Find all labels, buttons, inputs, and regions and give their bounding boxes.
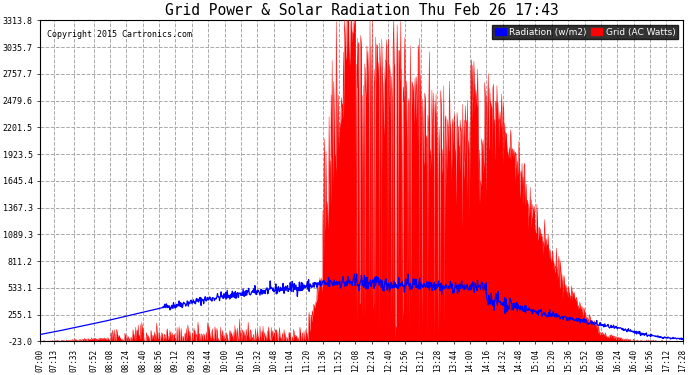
Title: Grid Power & Solar Radiation Thu Feb 26 17:43: Grid Power & Solar Radiation Thu Feb 26 … <box>165 3 558 18</box>
Legend: Radiation (w/m2), Grid (AC Watts): Radiation (w/m2), Grid (AC Watts) <box>492 25 678 39</box>
Text: Copyright 2015 Cartronics.com: Copyright 2015 Cartronics.com <box>47 30 192 39</box>
